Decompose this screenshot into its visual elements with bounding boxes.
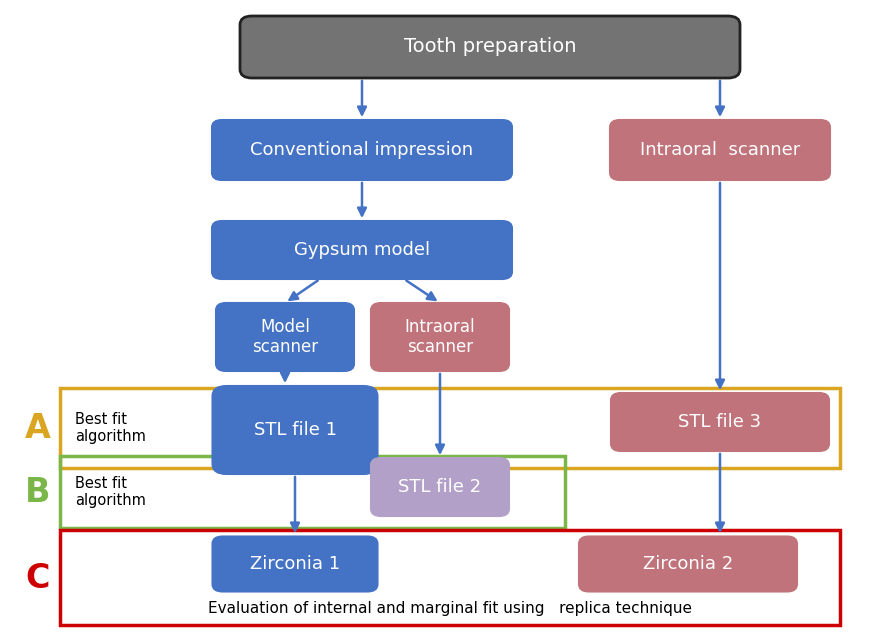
Text: Intraoral
scanner: Intraoral scanner [405,318,475,356]
FancyBboxPatch shape [240,16,740,78]
Text: Conventional impression: Conventional impression [250,141,474,159]
Text: Zirconia 1: Zirconia 1 [250,555,340,573]
Bar [60,388,840,468]
Text: Intraoral  scanner: Intraoral scanner [640,141,800,159]
Text: B: B [25,475,50,508]
Bar [60,530,840,625]
FancyBboxPatch shape [371,458,509,516]
Text: A: A [25,411,51,444]
FancyBboxPatch shape [212,120,512,180]
Text: STL file 1: STL file 1 [254,421,336,439]
FancyBboxPatch shape [611,393,829,451]
Text: Best fit
algorithm: Best fit algorithm [75,412,146,444]
FancyBboxPatch shape [610,120,830,180]
FancyBboxPatch shape [213,386,377,474]
Text: Model
scanner: Model scanner [252,318,318,356]
Text: STL file 3: STL file 3 [679,413,761,431]
Bar [60,456,565,528]
Text: Evaluation of internal and marginal fit using   replica technique: Evaluation of internal and marginal fit … [208,601,692,615]
Text: STL file 2: STL file 2 [399,478,481,496]
Text: Gypsum model: Gypsum model [294,241,430,259]
Text: Tooth preparation: Tooth preparation [404,37,576,56]
FancyBboxPatch shape [212,221,512,279]
FancyBboxPatch shape [213,537,377,591]
FancyBboxPatch shape [371,303,509,371]
FancyBboxPatch shape [216,303,354,371]
Text: C: C [26,561,50,594]
Text: Best fit
algorithm: Best fit algorithm [75,476,146,508]
Text: Zirconia 2: Zirconia 2 [643,555,733,573]
FancyBboxPatch shape [579,537,797,591]
